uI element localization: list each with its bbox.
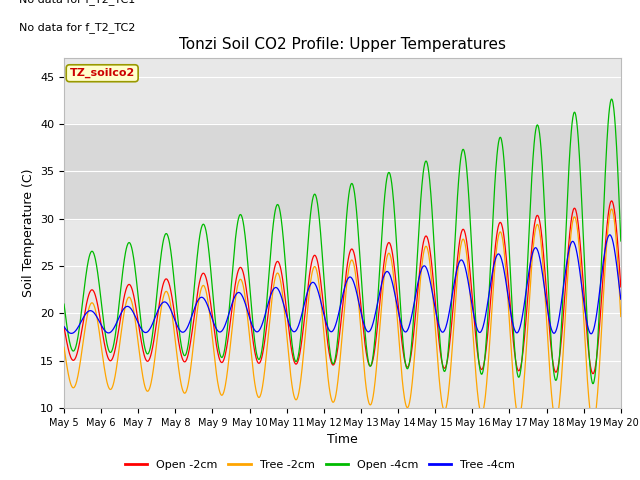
Tree -2cm	[170, 329, 178, 335]
Tree -4cm	[551, 330, 559, 336]
Text: TZ_soilco2: TZ_soilco2	[70, 68, 135, 78]
Title: Tonzi Soil CO2 Profile: Upper Temperatures: Tonzi Soil CO2 Profile: Upper Temperatur…	[179, 37, 506, 52]
Tree -2cm	[246, 340, 254, 346]
Tree -2cm	[184, 383, 191, 389]
Tree -2cm	[551, 415, 559, 420]
Tree -2cm	[617, 313, 625, 319]
Tree -2cm	[589, 420, 596, 426]
Open -2cm	[589, 371, 596, 376]
Tree -4cm	[60, 324, 68, 329]
Open -4cm	[184, 344, 191, 349]
Tree -2cm	[429, 291, 436, 297]
Tree -2cm	[60, 344, 68, 350]
Text: No data for f_T2_TC2: No data for f_T2_TC2	[19, 23, 136, 34]
Tree -4cm	[587, 331, 595, 336]
X-axis label: Time: Time	[327, 433, 358, 446]
Open -2cm	[184, 353, 191, 359]
Line: Open -4cm: Open -4cm	[64, 99, 621, 384]
Tree -4cm	[429, 292, 436, 298]
Line: Tree -4cm: Tree -4cm	[64, 235, 621, 334]
Tree -4cm	[246, 316, 254, 322]
Open -4cm	[589, 381, 596, 386]
Open -2cm	[607, 198, 615, 204]
Open -2cm	[429, 272, 436, 277]
Open -2cm	[246, 316, 254, 322]
Tree -2cm	[502, 263, 509, 269]
Open -4cm	[60, 301, 68, 307]
Tree -4cm	[617, 296, 625, 302]
Open -2cm	[502, 247, 509, 252]
Open -4cm	[551, 375, 559, 381]
Open -2cm	[617, 284, 625, 290]
Line: Open -2cm: Open -2cm	[64, 201, 621, 373]
Legend: Open -2cm, Tree -2cm, Open -4cm, Tree -4cm: Open -2cm, Tree -2cm, Open -4cm, Tree -4…	[120, 456, 520, 474]
Tree -2cm	[607, 206, 615, 212]
Open -2cm	[170, 309, 178, 315]
Open -4cm	[429, 219, 436, 225]
Open -4cm	[617, 238, 625, 244]
Tree -4cm	[184, 324, 191, 329]
Line: Tree -2cm: Tree -2cm	[64, 209, 621, 423]
Open -2cm	[60, 324, 68, 330]
Tree -4cm	[170, 316, 178, 322]
Bar	[64, 124, 621, 218]
Tree -4cm	[606, 232, 614, 238]
Tree -4cm	[502, 276, 509, 282]
Text: No data for f_T2_TC1: No data for f_T2_TC1	[19, 0, 136, 5]
Y-axis label: Soil Temperature (C): Soil Temperature (C)	[22, 168, 35, 297]
Open -4cm	[607, 96, 615, 102]
Open -4cm	[246, 289, 254, 295]
Open -2cm	[551, 368, 559, 373]
Open -4cm	[502, 179, 509, 184]
Open -4cm	[170, 279, 178, 285]
